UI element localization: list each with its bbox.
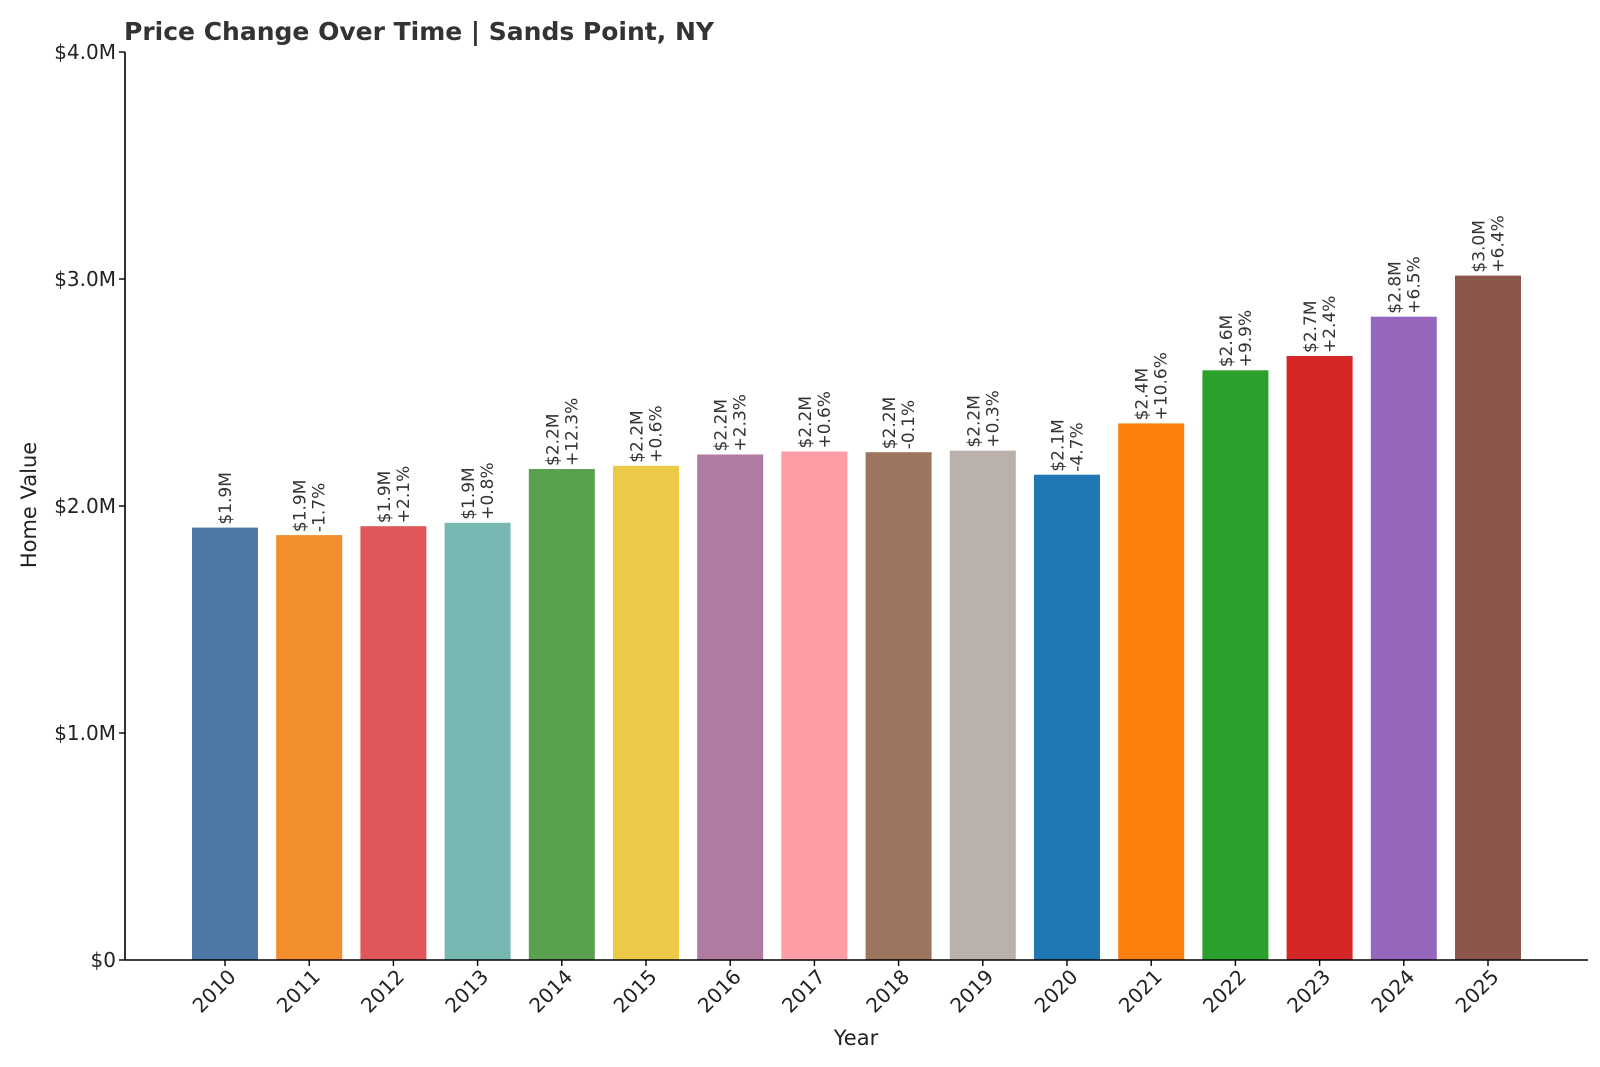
bar-change-label: -1.7% — [310, 483, 330, 532]
bar-2014 — [528, 469, 595, 960]
bar-label-2015: $2.2M+0.6% — [628, 405, 667, 462]
bar-label-2018: $2.2M-0.1% — [880, 397, 919, 450]
bar-value-label: $2.8M — [1385, 261, 1405, 314]
x-tick-label: 2013 — [440, 965, 493, 1018]
bar-value-label: $2.2M — [628, 410, 648, 463]
y-tick-label: $3.0M — [54, 267, 116, 291]
bar-label-2010: $1.9M — [216, 472, 236, 525]
bar-labels-group: $1.9M $1.9M-1.7% $1.9M+2.1% $1.9M+0.8%$2.2M… — [216, 215, 1509, 532]
x-tick-label: 2014 — [524, 965, 577, 1018]
bar-value-label: $3.0M — [1470, 220, 1490, 273]
bar-change-label: -4.7% — [1068, 422, 1088, 471]
bar-2022 — [1202, 370, 1269, 960]
x-tick-label: 2017 — [777, 965, 830, 1018]
chart-title: Price Change Over Time | Sands Point, NY — [124, 17, 715, 46]
bar-label-2017: $2.2M+0.6% — [796, 391, 835, 448]
bar-2015 — [613, 465, 679, 960]
x-axis: 2010 2011 2012 2013 2014 2015 2016 2017 2018 2019… — [125, 959, 1588, 1018]
bar-label-2011: $1.9M-1.7% — [291, 480, 330, 533]
bar-2021 — [1118, 423, 1185, 960]
x-tick-label: 2025 — [1451, 965, 1504, 1018]
x-tick-label: 2023 — [1282, 965, 1335, 1018]
x-tick-label: 2019 — [945, 965, 998, 1018]
bar-2013 — [444, 522, 511, 960]
x-tick-label: 2021 — [1114, 965, 1167, 1018]
bar-label-2020: $2.1M-4.7% — [1049, 419, 1088, 472]
bar-change-label: +0.6% — [647, 405, 667, 462]
bar-value-label: $2.6M — [1217, 315, 1237, 368]
bar-2018 — [865, 452, 932, 960]
bar-2024 — [1370, 316, 1437, 960]
x-tick-label: 2015 — [609, 965, 662, 1018]
bar-change-label: +2.3% — [731, 394, 751, 451]
bar-value-label: $1.9M — [291, 480, 311, 533]
bar-label-2022: $2.6M+9.9% — [1217, 310, 1256, 367]
bar-change-label: +9.9% — [1236, 310, 1256, 367]
bar-change-label: +2.1% — [394, 466, 414, 523]
bar-value-label: $2.2M — [712, 399, 732, 452]
bar-2010 — [192, 527, 258, 960]
bar-change-label: +6.5% — [1404, 256, 1424, 313]
bar-label-2013: $1.9M+0.8% — [459, 462, 498, 519]
bar-change-label: +6.4% — [1489, 215, 1509, 272]
y-axis-label: Home Value — [17, 442, 41, 568]
bars-group — [192, 275, 1521, 961]
x-tick-label: 2022 — [1198, 965, 1251, 1018]
x-tick-label: 2012 — [356, 965, 409, 1018]
x-tick-label: 2020 — [1030, 965, 1083, 1018]
bar-2019 — [949, 450, 1016, 960]
bar-2020 — [1034, 474, 1100, 960]
bar-label-2023: $2.7M+2.4% — [1301, 296, 1340, 353]
x-tick-label: 2024 — [1366, 965, 1419, 1018]
bar-value-label: $2.2M — [796, 396, 816, 449]
bar-value-label: $1.9M — [216, 472, 236, 525]
bar-value-label: $1.9M — [375, 471, 395, 524]
bar-change-label: -0.1% — [899, 400, 919, 449]
bar-2023 — [1286, 356, 1353, 960]
bar-change-label: +12.3% — [562, 398, 582, 466]
x-tick-label: 2010 — [188, 965, 241, 1018]
bar-label-2021: $2.4M+10.6% — [1133, 352, 1172, 420]
bar-value-label: $1.9M — [459, 467, 479, 520]
bar-2017 — [781, 451, 848, 960]
bar-change-label: +0.3% — [983, 390, 1003, 447]
bar-value-label: $2.2M — [880, 397, 900, 450]
x-tick-label: 2016 — [693, 965, 746, 1018]
bar-value-label: $2.4M — [1133, 368, 1153, 421]
bar-change-label: +0.8% — [478, 462, 498, 519]
x-axis-label: Year — [833, 1026, 879, 1050]
bar-change-label: +0.6% — [815, 391, 835, 448]
bar-2025 — [1455, 275, 1521, 961]
bar-label-2012: $1.9M+2.1% — [375, 466, 414, 523]
x-tick-label: 2011 — [272, 965, 325, 1018]
bar-value-label: $2.2M — [964, 395, 984, 448]
bar-2011 — [276, 535, 343, 960]
bar-change-label: +2.4% — [1320, 296, 1340, 353]
y-tick-label: $2.0M — [54, 494, 116, 518]
bar-2012 — [360, 526, 427, 960]
bar-value-label: $2.1M — [1049, 419, 1069, 472]
bar-label-2016: $2.2M+2.3% — [712, 394, 751, 451]
y-tick-label: $4.0M — [54, 40, 116, 64]
x-tick-label: 2018 — [861, 965, 914, 1018]
bar-label-2019: $2.2M+0.3% — [964, 390, 1003, 447]
bar-change-label: +10.6% — [1152, 352, 1172, 420]
y-tick-label: $0 — [91, 948, 116, 972]
bar-label-2024: $2.8M+6.5% — [1385, 256, 1424, 313]
y-axis: $0 $1.0M $2.0M $3.0M $4.0M — [54, 40, 126, 972]
bar-value-label: $2.7M — [1301, 300, 1321, 353]
y-tick-label: $1.0M — [54, 721, 116, 745]
bar-value-label: $2.2M — [543, 413, 563, 466]
bar-2016 — [697, 454, 764, 960]
bar-label-2025: $3.0M+6.4% — [1470, 215, 1509, 272]
bar-label-2014: $2.2M+12.3% — [543, 398, 582, 466]
